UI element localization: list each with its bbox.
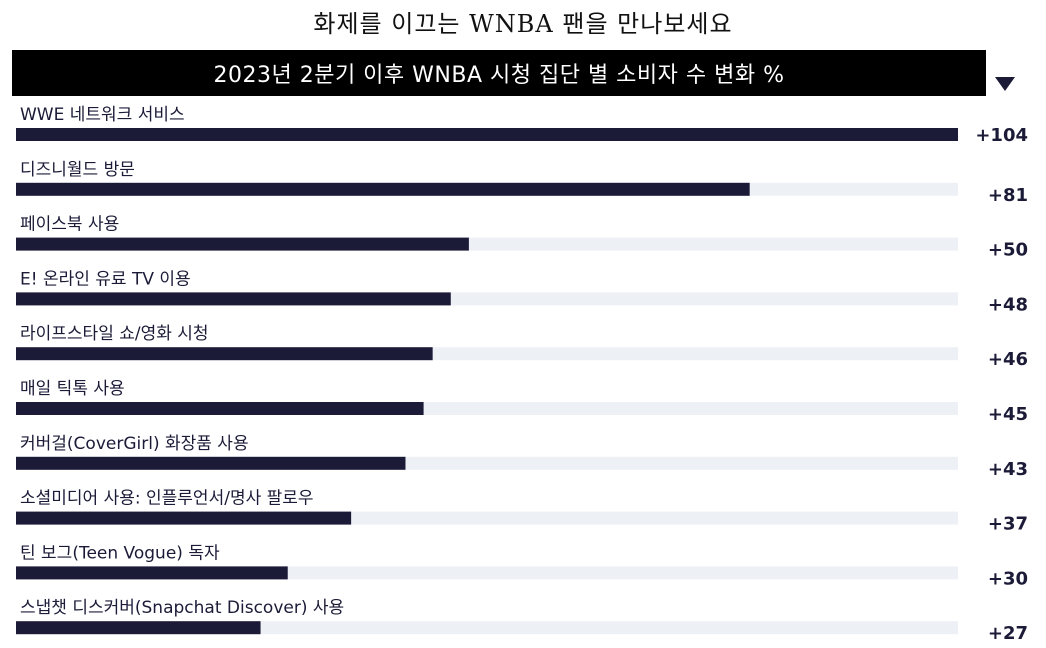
value-label: +50 xyxy=(988,240,1028,261)
value-label: +104 xyxy=(975,125,1028,146)
category-label: 소셜미디어 사용: 인플루언서/명사 팔로우 xyxy=(20,489,314,509)
value-label: +81 xyxy=(988,185,1028,206)
bar xyxy=(16,128,958,141)
bar xyxy=(16,182,750,196)
bar xyxy=(16,347,433,361)
value-label: +37 xyxy=(988,514,1028,535)
category-label: E! 온라인 유료 TV 이용 xyxy=(20,269,191,289)
value-label: +30 xyxy=(988,568,1028,589)
category-label: 디즈니월드 방문 xyxy=(20,160,135,180)
bar xyxy=(16,566,288,580)
category-label: 라이프스타일 쇼/영화 시청 xyxy=(20,324,209,344)
bar xyxy=(16,511,352,525)
value-label: +45 xyxy=(988,404,1028,425)
bar xyxy=(16,456,406,470)
category-label: 틴 보그(Teen Vogue) 독자 xyxy=(20,543,220,563)
category-label: 매일 틱톡 사용 xyxy=(20,379,125,399)
value-label: +27 xyxy=(988,623,1028,644)
category-label: 커버걸(CoverGirl) 화장품 사용 xyxy=(20,434,249,454)
bar xyxy=(16,237,469,251)
category-label: WWE 네트워크 서비스 xyxy=(20,105,185,125)
value-label: +43 xyxy=(988,459,1028,480)
value-label: +46 xyxy=(988,349,1028,370)
sort-descending-icon[interactable] xyxy=(995,77,1015,91)
bar xyxy=(16,292,451,306)
chart-title-bar: 2023년 2분기 이후 WNBA 시청 집단 별 소비자 수 변화 % xyxy=(12,50,986,96)
chart-title: 2023년 2분기 이후 WNBA 시청 집단 별 소비자 수 변화 % xyxy=(213,63,785,88)
bar xyxy=(16,621,261,635)
category-label: 스냅챗 디스커버(Snapchat Discover) 사용 xyxy=(20,598,344,618)
page-title: 화제를 이끄는 WNBA 팬을 만나보세요 xyxy=(313,10,733,38)
category-label: 페이스북 사용 xyxy=(20,215,119,235)
bar xyxy=(16,402,424,415)
value-label: +48 xyxy=(988,294,1028,315)
